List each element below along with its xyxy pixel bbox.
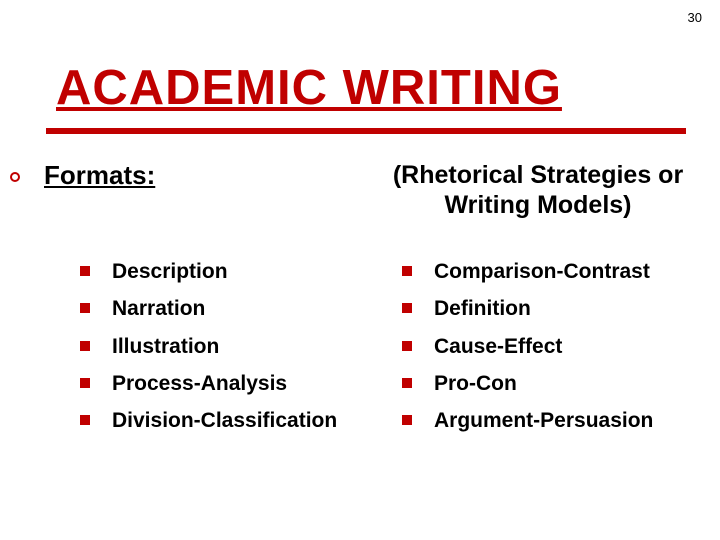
list-item: Division-Classification <box>80 407 337 434</box>
list-item: Description <box>80 258 337 285</box>
item-text: Comparison-Contrast <box>434 258 650 285</box>
list-item: Process-Analysis <box>80 370 337 397</box>
item-text: Division-Classification <box>112 407 337 434</box>
square-bullet-icon <box>80 415 90 425</box>
square-bullet-icon <box>402 378 412 388</box>
list-item: Pro-Con <box>402 370 653 397</box>
list-item: Illustration <box>80 333 337 360</box>
page-number: 30 <box>688 10 702 25</box>
item-text: Argument-Persuasion <box>434 407 653 434</box>
square-bullet-icon <box>402 266 412 276</box>
item-text: Process-Analysis <box>112 370 287 397</box>
square-bullet-icon <box>80 303 90 313</box>
circle-bullet-icon <box>10 172 20 182</box>
section-heading: Formats: <box>44 160 155 191</box>
square-bullet-icon <box>80 378 90 388</box>
item-text: Illustration <box>112 333 219 360</box>
subtitle: (Rhetorical Strategies or Writing Models… <box>368 160 708 220</box>
square-bullet-icon <box>402 415 412 425</box>
page-title: ACADEMIC WRITING <box>56 60 562 116</box>
list-item: Narration <box>80 295 337 322</box>
item-text: Cause-Effect <box>434 333 562 360</box>
item-text: Definition <box>434 295 531 322</box>
item-text: Description <box>112 258 228 285</box>
item-text: Narration <box>112 295 205 322</box>
square-bullet-icon <box>402 303 412 313</box>
item-text: Pro-Con <box>434 370 517 397</box>
square-bullet-icon <box>80 266 90 276</box>
square-bullet-icon <box>402 341 412 351</box>
list-item: Argument-Persuasion <box>402 407 653 434</box>
list-item: Comparison-Contrast <box>402 258 653 285</box>
list-item: Definition <box>402 295 653 322</box>
left-list: Description Narration Illustration Proce… <box>80 258 337 444</box>
list-item: Cause-Effect <box>402 333 653 360</box>
right-list: Comparison-Contrast Definition Cause-Eff… <box>402 258 653 444</box>
title-underline <box>46 128 686 134</box>
square-bullet-icon <box>80 341 90 351</box>
